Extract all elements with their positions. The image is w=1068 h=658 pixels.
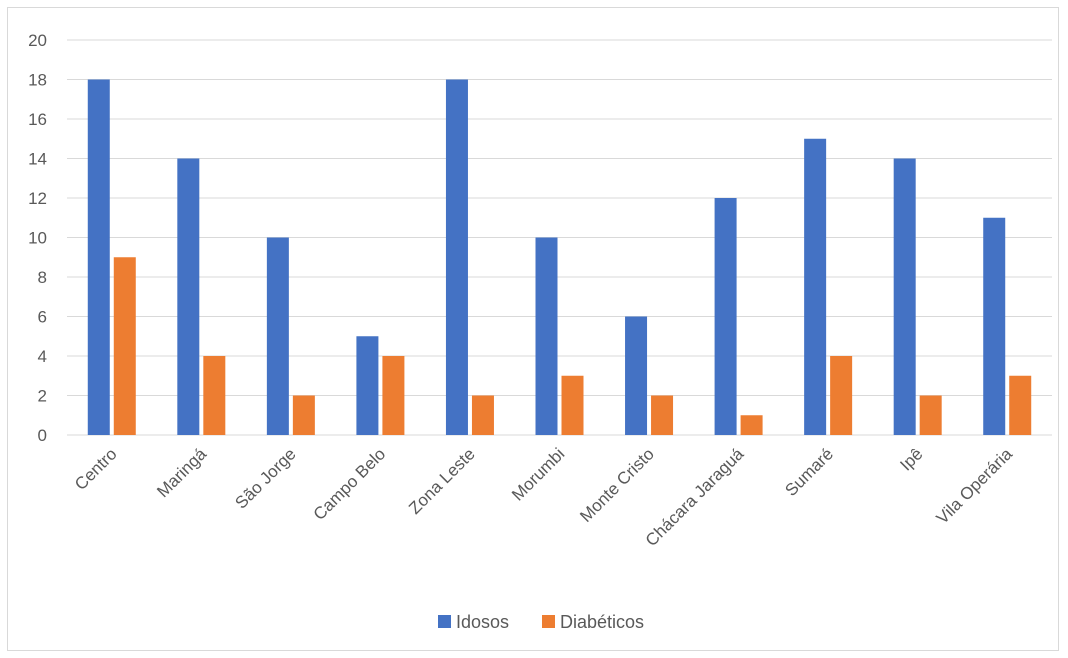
y-tick-label: 2 [38, 387, 47, 406]
bar-diab-ticos-0 [113, 257, 136, 435]
bar-diab-ticos-1 [203, 356, 226, 435]
bar-idosos-7 [714, 198, 737, 435]
bar-idosos-5 [535, 237, 558, 435]
bar-idosos-0 [87, 79, 110, 435]
x-category-label: Campo Belo [310, 444, 390, 524]
bar-diab-ticos-6 [651, 395, 674, 435]
bar-diab-ticos-5 [561, 375, 584, 435]
legend-swatch-diab-ticos [542, 615, 555, 628]
bar-idosos-4 [445, 79, 468, 435]
gridlines [67, 39, 1052, 436]
y-tick-label: 14 [28, 150, 47, 169]
x-category-label: São Jorge [231, 444, 299, 512]
bar-diab-ticos-9 [919, 395, 942, 435]
bar-diab-ticos-7 [740, 415, 763, 435]
legend-swatch-idosos [438, 615, 451, 628]
y-tick-label: 10 [28, 229, 47, 248]
x-category-label: Monte Cristo [576, 444, 658, 526]
bar-diab-ticos-10 [1009, 375, 1032, 435]
bar-idosos-3 [356, 336, 379, 435]
bar-diab-ticos-3 [382, 356, 405, 435]
legend-label: Diabéticos [560, 612, 644, 632]
x-category-label: Morumbi [508, 444, 568, 504]
x-category-label: Vila Operária [933, 444, 1017, 528]
bar-idosos-9 [893, 158, 916, 435]
y-tick-label: 20 [28, 31, 47, 50]
bar-diab-ticos-2 [292, 395, 315, 435]
x-category-label: Zona Leste [405, 444, 479, 518]
y-tick-label: 12 [28, 189, 47, 208]
y-tick-label: 18 [28, 71, 47, 90]
x-category-label: Ipê [896, 444, 926, 474]
legend: Idosos Diabéticos [438, 612, 644, 632]
bar-idosos-6 [625, 316, 648, 435]
y-tick-label: 4 [38, 347, 47, 366]
bar-idosos-2 [266, 237, 289, 435]
y-tick-label: 0 [38, 426, 47, 445]
x-axis-labels: Centro Maringá São Jorge Campo Belo Zona Les… [71, 444, 1016, 550]
x-category-label: Centro [71, 444, 121, 494]
bar-idosos-10 [983, 217, 1006, 435]
legend-label: Idosos [456, 612, 509, 632]
x-category-label: Maringá [153, 444, 210, 501]
bar-diab-ticos-4 [471, 395, 494, 435]
x-category-label: Sumaré [781, 444, 837, 500]
bars [87, 79, 1032, 435]
x-category-label: Chácara Jaraguá [642, 444, 748, 550]
y-tick-label: 16 [28, 110, 47, 129]
y-axis-ticks: 0 2 4 6 8 10 12 14 16 18 20 [28, 31, 47, 445]
bar-idosos-1 [177, 158, 200, 435]
y-tick-label: 6 [38, 308, 47, 327]
bar-idosos-8 [804, 138, 827, 435]
bar-diab-ticos-8 [830, 356, 853, 435]
y-tick-label: 8 [38, 268, 47, 287]
